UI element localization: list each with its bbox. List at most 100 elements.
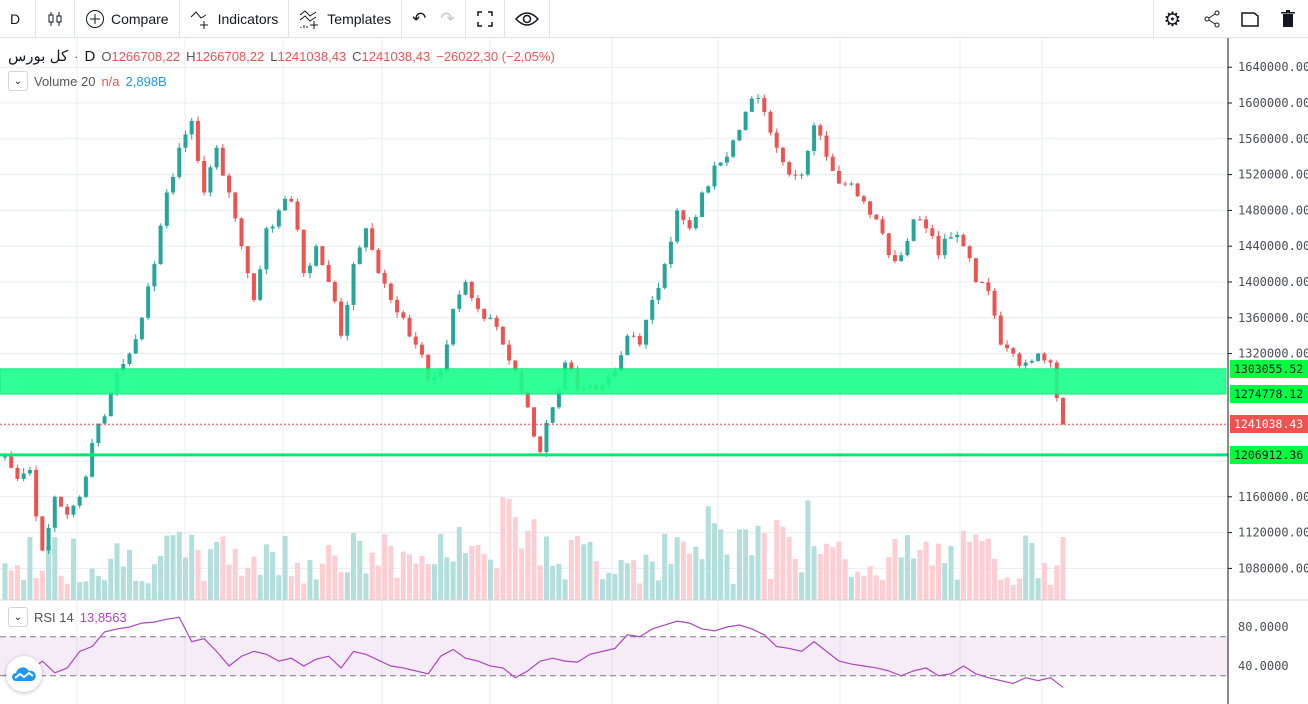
low-value: 1241038,43	[277, 48, 347, 64]
volume-bar	[120, 566, 126, 600]
candle-body	[376, 249, 381, 274]
volume-bar	[413, 563, 419, 600]
interval-button[interactable]: D	[0, 0, 36, 38]
volume-bar	[954, 579, 960, 600]
candle-body	[370, 228, 375, 250]
volume-bar	[556, 563, 562, 600]
candle-body	[513, 360, 518, 372]
candle-body	[9, 456, 14, 468]
volume-bar	[394, 577, 400, 600]
volume-bar	[400, 551, 406, 600]
fullscreen-button[interactable]	[466, 0, 505, 38]
candle-body	[488, 317, 493, 319]
volume-bar	[599, 579, 605, 600]
price-tick-label: 1360000.00	[1238, 311, 1308, 325]
candle-body	[208, 167, 213, 193]
candle-body	[681, 210, 686, 221]
volume-bar	[39, 570, 45, 600]
price-tick-label: 1520000.00	[1238, 168, 1308, 182]
volume-bar	[313, 579, 319, 600]
volume-bar	[892, 538, 898, 600]
volume-bar	[631, 560, 637, 600]
hide-button[interactable]	[505, 0, 550, 38]
volume-bar	[151, 564, 157, 600]
rsi-value: 13,8563	[79, 609, 127, 625]
volume-bar	[195, 550, 201, 600]
indicators-button[interactable]: Indicators	[180, 0, 290, 38]
candle-body	[171, 176, 176, 193]
candle-body	[133, 339, 138, 354]
price-tick-label: 1600000.00	[1238, 96, 1308, 110]
volume-bar	[145, 583, 151, 600]
resistance-zone	[0, 368, 1227, 395]
volume-bar	[431, 564, 437, 600]
volume-bar	[811, 546, 817, 600]
candle-body	[693, 217, 698, 229]
candle-body	[992, 290, 997, 316]
candle-body	[917, 219, 922, 221]
chart-type-button[interactable]	[36, 0, 75, 38]
candle-body	[631, 335, 636, 337]
candle-body	[942, 238, 947, 256]
candle-body	[955, 234, 960, 238]
candle-body	[276, 210, 281, 227]
price-tick-label: 1480000.00	[1238, 203, 1308, 217]
candle-body	[973, 258, 978, 282]
volume-bar	[257, 574, 263, 600]
price-tick-label: 1560000.00	[1238, 132, 1308, 146]
volume-bar	[618, 560, 624, 600]
candle-body	[818, 125, 823, 136]
candle-body	[793, 174, 798, 176]
undo-icon[interactable]: ↶	[412, 8, 427, 28]
templates-button[interactable]: Templates	[289, 0, 403, 38]
compare-button[interactable]: Compare	[75, 0, 180, 38]
volume-bar	[662, 533, 668, 600]
volume-bar	[388, 546, 394, 600]
volume-value: 2,898B	[125, 73, 167, 89]
redo-icon[interactable]: ↷	[440, 8, 455, 28]
volume-bar	[643, 554, 649, 600]
delete-button[interactable]	[1269, 0, 1307, 38]
cloud-logo-icon	[12, 667, 36, 681]
volume-bar	[301, 583, 307, 600]
volume-bar	[948, 546, 954, 600]
settings-button[interactable]: ⚙	[1153, 0, 1191, 38]
candle-body	[650, 299, 655, 320]
volume-bar	[525, 530, 531, 600]
share-button[interactable]	[1193, 0, 1231, 38]
volume-bar	[824, 543, 830, 600]
volume-bar	[718, 529, 724, 600]
volume-bar	[711, 523, 717, 600]
candle-body	[1042, 353, 1047, 361]
volume-bar	[606, 572, 612, 600]
templates-label: Templates	[327, 10, 392, 27]
volume-bar	[867, 566, 873, 600]
candle-body	[625, 335, 630, 356]
candle-body	[743, 111, 748, 130]
candle-body	[34, 469, 39, 517]
volume-bar	[295, 562, 301, 600]
candle-body	[382, 273, 387, 284]
volume-bar	[33, 578, 39, 600]
candle-body	[307, 265, 312, 274]
volume-bar	[475, 545, 481, 600]
chart-canvas[interactable]: 1640000.00 1600000.00 1560000.00 1520000.00…	[0, 38, 1308, 704]
price-tick-label: 1320000.00	[1238, 347, 1308, 361]
snapshot-button[interactable]	[1231, 0, 1269, 38]
change-value: −26022,30 (−2,05%)	[436, 48, 555, 64]
candle-body	[556, 389, 561, 408]
candle-body	[27, 469, 32, 474]
candle-body	[1036, 353, 1041, 361]
volume-bar	[786, 536, 792, 600]
volume-bar	[923, 541, 929, 600]
volume-bar	[332, 555, 338, 600]
collapse-chevron-icon[interactable]: ⌄	[8, 71, 28, 91]
tradingview-logo[interactable]	[6, 656, 42, 692]
snapshot-icon	[1241, 12, 1259, 27]
candle-body	[52, 496, 57, 528]
last-price-tag: 1241038.43	[1230, 415, 1308, 434]
collapse-chevron-icon[interactable]: ⌄	[8, 607, 28, 627]
volume-bar	[1004, 577, 1010, 600]
volume-bar	[357, 540, 363, 600]
volume-bar	[226, 564, 232, 600]
